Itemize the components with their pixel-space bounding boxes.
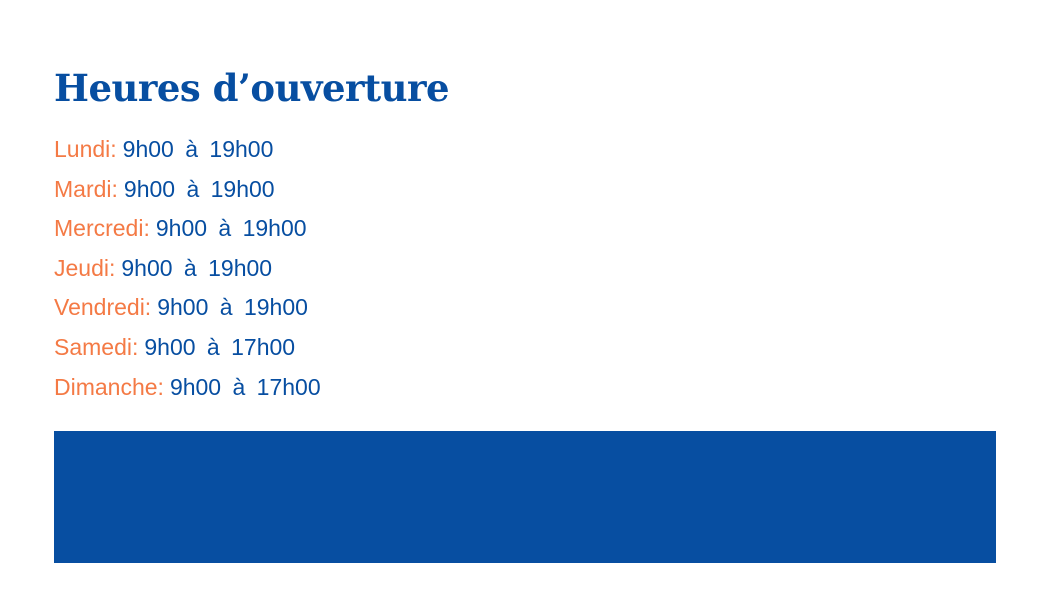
blue-banner: [54, 431, 996, 563]
time-range: 9h00 à 17h00: [169, 373, 321, 400]
hours-row-friday: Vendredi: 9h00 à 19h00: [54, 291, 321, 331]
time-range: 9h00 à 19h00: [121, 254, 273, 281]
time-range: 9h00 à 19h00: [155, 215, 307, 242]
day-label: Samedi:: [54, 333, 139, 360]
time-range: 9h00 à 19h00: [123, 175, 275, 202]
day-label: Lundi:: [54, 136, 117, 162]
time-range: 9h00 à 19h00: [157, 294, 308, 321]
day-label: Mardi:: [54, 175, 118, 202]
hours-row-wednesday: Mercredi: 9h00 à 19h00: [54, 212, 321, 252]
hours-row-saturday: Samedi: 9h00 à 17h00: [54, 331, 321, 371]
hours-row-tuesday: Mardi: 9h00 à 19h00: [54, 173, 321, 213]
day-label: Dimanche:: [54, 373, 164, 400]
day-label: Vendredi:: [54, 294, 152, 321]
hours-row-monday: Lundi: 9h00 à 19h00: [54, 133, 321, 173]
day-label: Mercredi:: [54, 215, 150, 242]
time-range: 9h00 à 19h00: [122, 136, 274, 162]
day-label: Jeudi:: [54, 254, 116, 281]
page-title: Heures d’ouverture: [54, 66, 450, 110]
hours-row-thursday: Jeudi: 9h00 à 19h00: [54, 252, 321, 292]
opening-hours-list: Lundi: 9h00 à 19h00 Mardi: 9h00 à 19h00 Me…: [54, 133, 321, 410]
time-range: 9h00 à 17h00: [144, 333, 296, 360]
hours-row-sunday: Dimanche: 9h00 à 17h00: [54, 371, 321, 411]
